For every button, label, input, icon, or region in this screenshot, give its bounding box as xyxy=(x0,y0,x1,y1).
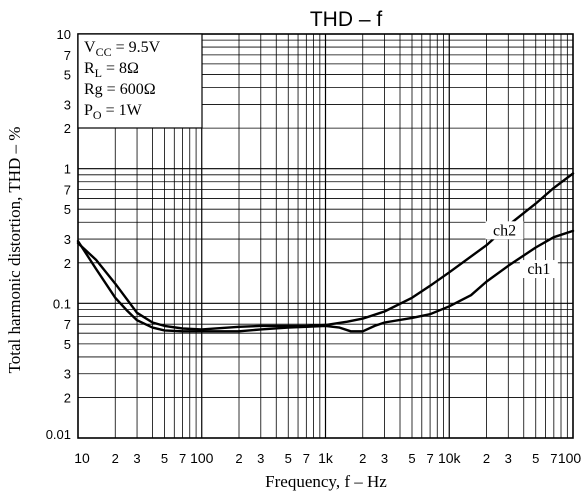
x-tick-label: 10 xyxy=(74,450,90,466)
x-tick-label: 3 xyxy=(257,451,264,466)
y-tick-label: 2 xyxy=(64,390,71,405)
y-tick-label: 3 xyxy=(64,97,71,112)
plot-frame xyxy=(77,33,574,439)
x-tick-label: 100k xyxy=(558,450,581,466)
conditions-box-frame xyxy=(77,33,203,129)
x-tick-label: 3 xyxy=(381,451,388,466)
y-tick-label: 7 xyxy=(64,48,71,63)
x-tick-label: 5 xyxy=(408,451,415,466)
x-tick-label: 7 xyxy=(426,451,433,466)
series-label-bg xyxy=(485,221,524,240)
condition-line: Rg = 600Ω xyxy=(84,81,156,98)
y-tick-label: 2 xyxy=(64,121,71,136)
y-tick-label: 5 xyxy=(64,337,71,352)
chart-title: THD – f xyxy=(310,8,383,31)
y-tick-label: 5 xyxy=(64,202,71,217)
y-tick-label: 1 xyxy=(64,162,71,177)
condition-line: VCC = 9.5V xyxy=(84,39,161,59)
x-tick-label: 2 xyxy=(483,451,490,466)
y-tick-label: 3 xyxy=(64,367,71,382)
x-axis-label: Frequency, f – Hz xyxy=(265,472,387,491)
series-line-ch1 xyxy=(76,229,575,333)
y-tick-label: 3 xyxy=(64,232,71,247)
y-tick-label: 2 xyxy=(64,256,71,271)
x-tick-label: 100 xyxy=(190,450,214,466)
x-tick-label: 5 xyxy=(161,451,168,466)
x-tick-label: 2 xyxy=(359,451,366,466)
series-label-ch2: ch2 xyxy=(493,222,516,239)
curves xyxy=(76,172,575,333)
x-tick-label: 5 xyxy=(532,451,539,466)
y-tick-label: 5 xyxy=(64,68,71,83)
y-tick-label: 0.1 xyxy=(53,296,71,311)
y-tick-label: 0.01 xyxy=(46,427,71,442)
x-tick-label: 1k xyxy=(318,450,334,466)
x-tick-label: 3 xyxy=(133,451,140,466)
x-tick-label: 2 xyxy=(235,451,242,466)
tick-labels: 10235710023571k235710k2357100k0.0123570.… xyxy=(46,27,581,466)
y-axis-label: Total harmonic distortion, THD – % xyxy=(5,127,24,374)
condition-line: PO = 1W xyxy=(84,102,143,122)
y-tick-label: 7 xyxy=(64,183,71,198)
series-line-ch2 xyxy=(76,172,575,331)
series-labels: ch2 ch1 xyxy=(485,221,558,279)
x-tick-label: 5 xyxy=(285,451,292,466)
condition-line: RL = 8Ω xyxy=(84,60,139,80)
x-tick-label: 7 xyxy=(303,451,310,466)
y-tick-label: 7 xyxy=(64,317,71,332)
y-tick-label: 10 xyxy=(57,27,71,42)
x-tick-label: 7 xyxy=(550,451,557,466)
x-tick-label: 3 xyxy=(505,451,512,466)
x-tick-label: 7 xyxy=(179,451,186,466)
x-tick-label: 10k xyxy=(438,450,462,466)
x-tick-label: 2 xyxy=(112,451,119,466)
series-label-bg xyxy=(519,260,558,279)
series-label-ch1: ch1 xyxy=(527,261,550,278)
